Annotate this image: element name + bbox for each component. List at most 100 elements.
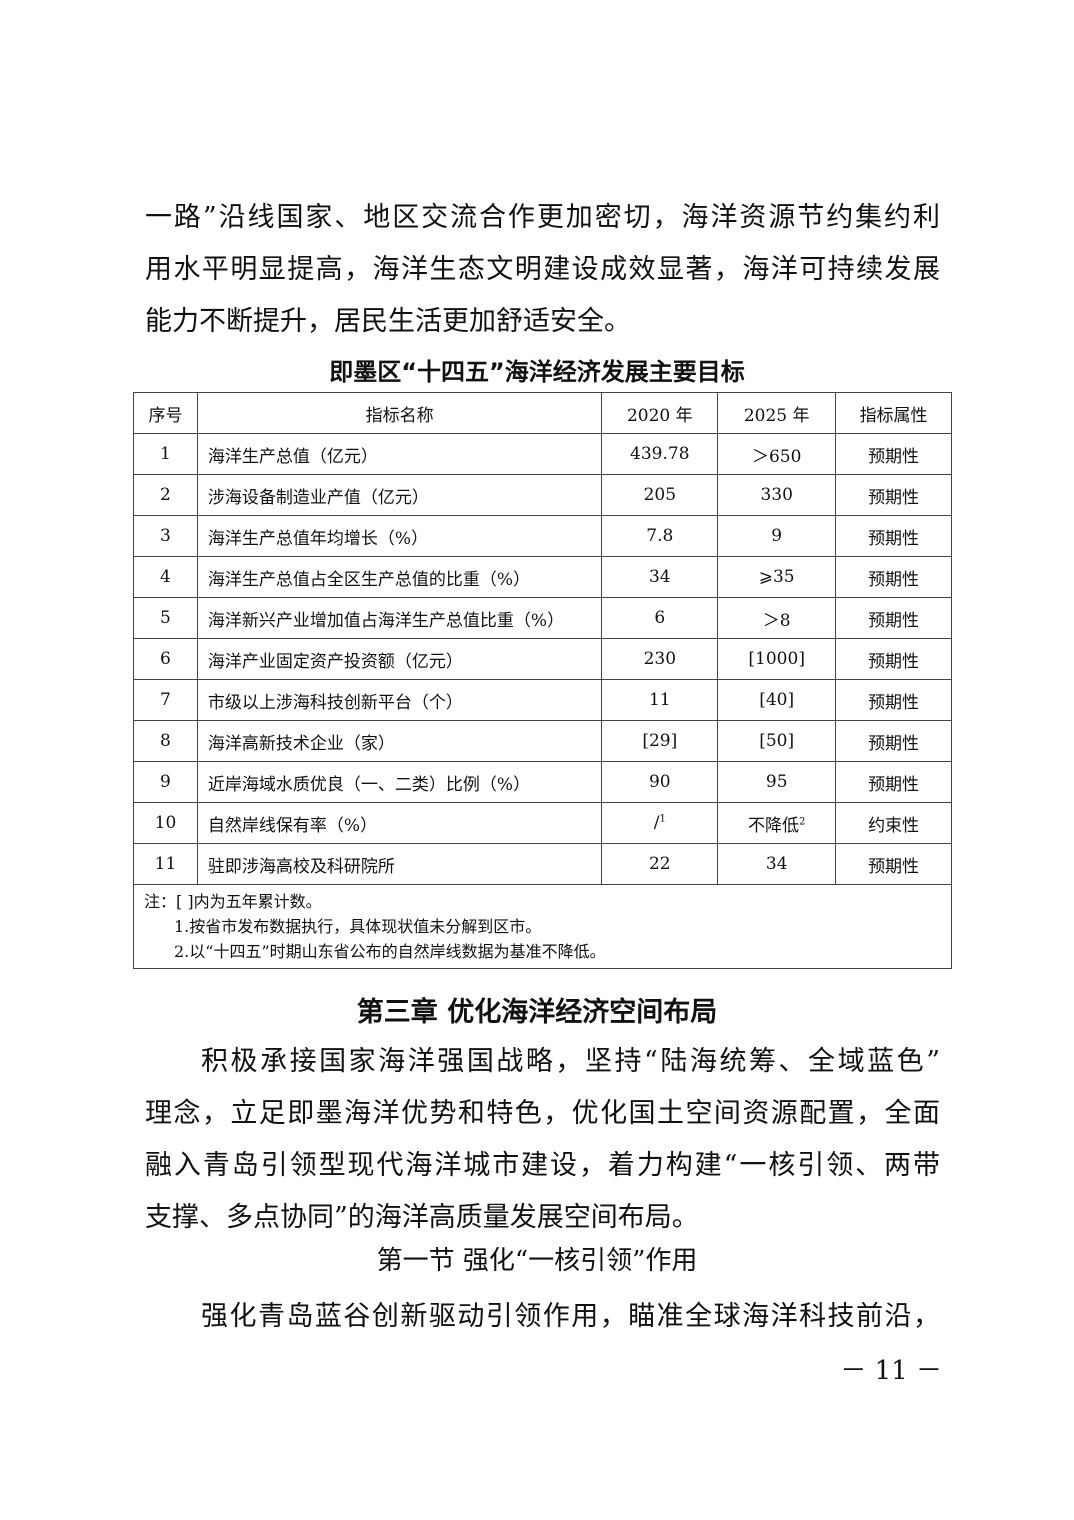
value-2025-cell: 330: [717, 474, 837, 516]
note-line: 2.以“十四五”时期山东省公布的自然岸线数据为基准不降低。: [174, 942, 606, 961]
value-2025-cell: 9: [717, 515, 837, 557]
cell-text: 90: [648, 772, 671, 792]
cell-text: 海洋生产总值（亿元）: [207, 446, 378, 467]
cell-text: 5: [160, 608, 171, 628]
value-2020-cell: 7.8: [601, 515, 719, 557]
row-number-cell: 10: [133, 802, 198, 844]
cell-text: 预期性: [868, 651, 920, 672]
cell-text: 11: [648, 690, 671, 710]
row-number-cell: 8: [133, 720, 198, 762]
footnote-marker: 1: [659, 813, 666, 825]
cell-text: 330: [760, 485, 793, 505]
cell-text: ⩾35: [758, 567, 795, 587]
attribute-cell: 预期性: [835, 515, 952, 557]
value-2025-cell: 不降低2: [717, 802, 837, 844]
indicator-name-cell: 海洋生产总值年均增长（%）: [196, 515, 603, 557]
table-row: 2 涉海设备制造业产值（亿元） 205 330 预期性: [133, 474, 952, 516]
row-number-cell: 2: [133, 474, 198, 516]
cell-text: 海洋生产总值占全区生产总值的比重（%）: [207, 569, 531, 590]
table-row: 3 海洋生产总值年均增长（%） 7.8 9 预期性: [133, 515, 952, 557]
cell-text: 预期性: [868, 528, 920, 549]
cell-text: 11: [154, 854, 177, 874]
indicator-name-cell: 海洋生产总值占全区生产总值的比重（%）: [196, 556, 603, 598]
indicator-name-cell: 海洋生产总值（亿元）: [196, 433, 603, 475]
table-row: 5 海洋新兴产业增加值占海洋生产总值比重（%） 6 ＞8 预期性: [133, 597, 952, 639]
table-row: 4 海洋生产总值占全区生产总值的比重（%） 34 ⩾35 预期性: [133, 556, 952, 598]
header-cell: 2020 年: [601, 392, 719, 434]
text-line: 强化青岛蓝谷创新驱动引领作用，瞄准全球海洋科技前沿，: [201, 1301, 940, 1332]
cell-text: 海洋高新技术企业（家）: [207, 733, 395, 754]
cell-text: 439.78: [630, 444, 690, 464]
value-2020-cell: 439.78: [601, 433, 719, 475]
value-2025-cell: 95: [717, 761, 837, 803]
targets-table: 序号 指标名称 2020 年 2025 年 指标属性 1 海洋生产总值（亿元） 43…: [133, 392, 952, 969]
cell-text: 市级以上涉海科技创新平台（个）: [207, 692, 463, 713]
table-row: 11 驻即涉海高校及科研院所 22 34 预期性: [133, 843, 952, 885]
notes-row: 注：[ ]内为五年累计数。 1.按省市发布数据执行，具体现状值未分解到区市。 2.以…: [133, 884, 952, 969]
value-2025-cell: [50]: [717, 720, 837, 762]
row-number-cell: 5: [133, 597, 198, 639]
cell-text: 95: [765, 772, 788, 792]
row-number-cell: 4: [133, 556, 198, 598]
indicator-name-cell: 自然岸线保有率（%）: [196, 802, 603, 844]
cell-text: 34: [648, 567, 671, 587]
attribute-cell: 预期性: [835, 597, 952, 639]
row-number-cell: 9: [133, 761, 198, 803]
table-row: 7 市级以上涉海科技创新平台（个） 11 [40] 预期性: [133, 679, 952, 721]
indicator-name-cell: 海洋产业固定资产投资额（亿元）: [196, 638, 603, 680]
cell-text: 2: [160, 485, 171, 505]
page-number: － 11 －: [840, 1356, 942, 1386]
indicator-name-cell: 海洋新兴产业增加值占海洋生产总值比重（%）: [196, 597, 603, 639]
value-2020-cell: 205: [601, 474, 719, 516]
cell-text: 不降低: [748, 815, 799, 836]
cell-text: 海洋新兴产业增加值占海洋生产总值比重（%）: [207, 610, 565, 631]
cell-text: [50]: [759, 731, 795, 751]
cell-text: 8: [160, 731, 171, 751]
header-cell: 指标名称: [196, 392, 603, 434]
text-line: 用水平明显提高，海洋生态文明建设成效显著，海洋可持续发展: [145, 254, 940, 285]
table-row: 9 近岸海域水质优良（一、二类）比例（%） 90 95 预期性: [133, 761, 952, 803]
note-line: 注：[ ]内为五年累计数。: [144, 892, 322, 911]
text-line: 理念，立足即墨海洋优势和特色，优化国土空间资源配置，全面: [145, 1098, 940, 1129]
cell-text: ＞650: [751, 446, 802, 467]
indicator-name-cell: 驻即涉海高校及科研院所: [196, 843, 603, 885]
value-2025-cell: ＞650: [717, 433, 837, 475]
cell-text: 1: [160, 444, 171, 464]
cell-text: 9: [771, 526, 783, 546]
table-row: 10 自然岸线保有率（%）/1 不降低2 约束性: [133, 802, 952, 844]
text-line: 融入青岛引领型现代海洋城市建设，着力构建“一核引领、两带: [145, 1150, 940, 1181]
value-2025-cell: [1000]: [717, 638, 837, 680]
cell-text: 近岸海域水质优良（一、二类）比例（%）: [207, 774, 531, 795]
indicator-name-cell: 市级以上涉海科技创新平台（个）: [196, 679, 603, 721]
text-line: 积极承接国家海洋强国战略，坚持“陆海统筹、全域蓝色”: [201, 1046, 940, 1077]
cell-text: 预期性: [868, 446, 920, 467]
section-title: 第一节 强化“一核引领”作用: [376, 1246, 698, 1276]
cell-text: 230: [643, 649, 677, 669]
cell-text: 10: [154, 813, 177, 833]
cell-text: 海洋生产总值年均增长（%）: [207, 528, 429, 549]
attribute-cell: 约束性: [835, 802, 952, 844]
cell-text: 预期性: [868, 487, 920, 508]
cell-text: 3: [160, 526, 171, 546]
cell-text: 海洋产业固定资产投资额（亿元）: [207, 651, 463, 672]
notes-cell: 注：[ ]内为五年累计数。 1.按省市发布数据执行，具体现状值未分解到区市。 2.以…: [133, 884, 952, 969]
value-2020-cell: 34: [601, 556, 719, 598]
value-2020-cell: /1: [601, 802, 719, 844]
attribute-cell: 预期性: [835, 761, 952, 803]
row-number-cell: 7: [133, 679, 198, 721]
attribute-cell: 预期性: [835, 679, 952, 721]
attribute-cell: 预期性: [835, 474, 952, 516]
table-row: 6 海洋产业固定资产投资额（亿元） 230 [1000] 预期性: [133, 638, 952, 680]
note-line: 1.按省市发布数据执行，具体现状值未分解到区市。: [174, 917, 542, 936]
text-line: 能力不断提升，居民生活更加舒适安全。: [145, 306, 631, 337]
value-2020-cell: [29]: [601, 720, 719, 762]
cell-text: 6: [160, 649, 171, 669]
value-2020-cell: 230: [601, 638, 719, 680]
attribute-cell: 预期性: [835, 720, 952, 762]
cell-text: /: [653, 813, 660, 833]
cell-text: [40]: [759, 690, 795, 710]
indicator-name-cell: 涉海设备制造业产值（亿元）: [196, 474, 603, 516]
cell-text: 205: [643, 485, 677, 505]
attribute-cell: 预期性: [835, 843, 952, 885]
attribute-cell: 预期性: [835, 556, 952, 598]
